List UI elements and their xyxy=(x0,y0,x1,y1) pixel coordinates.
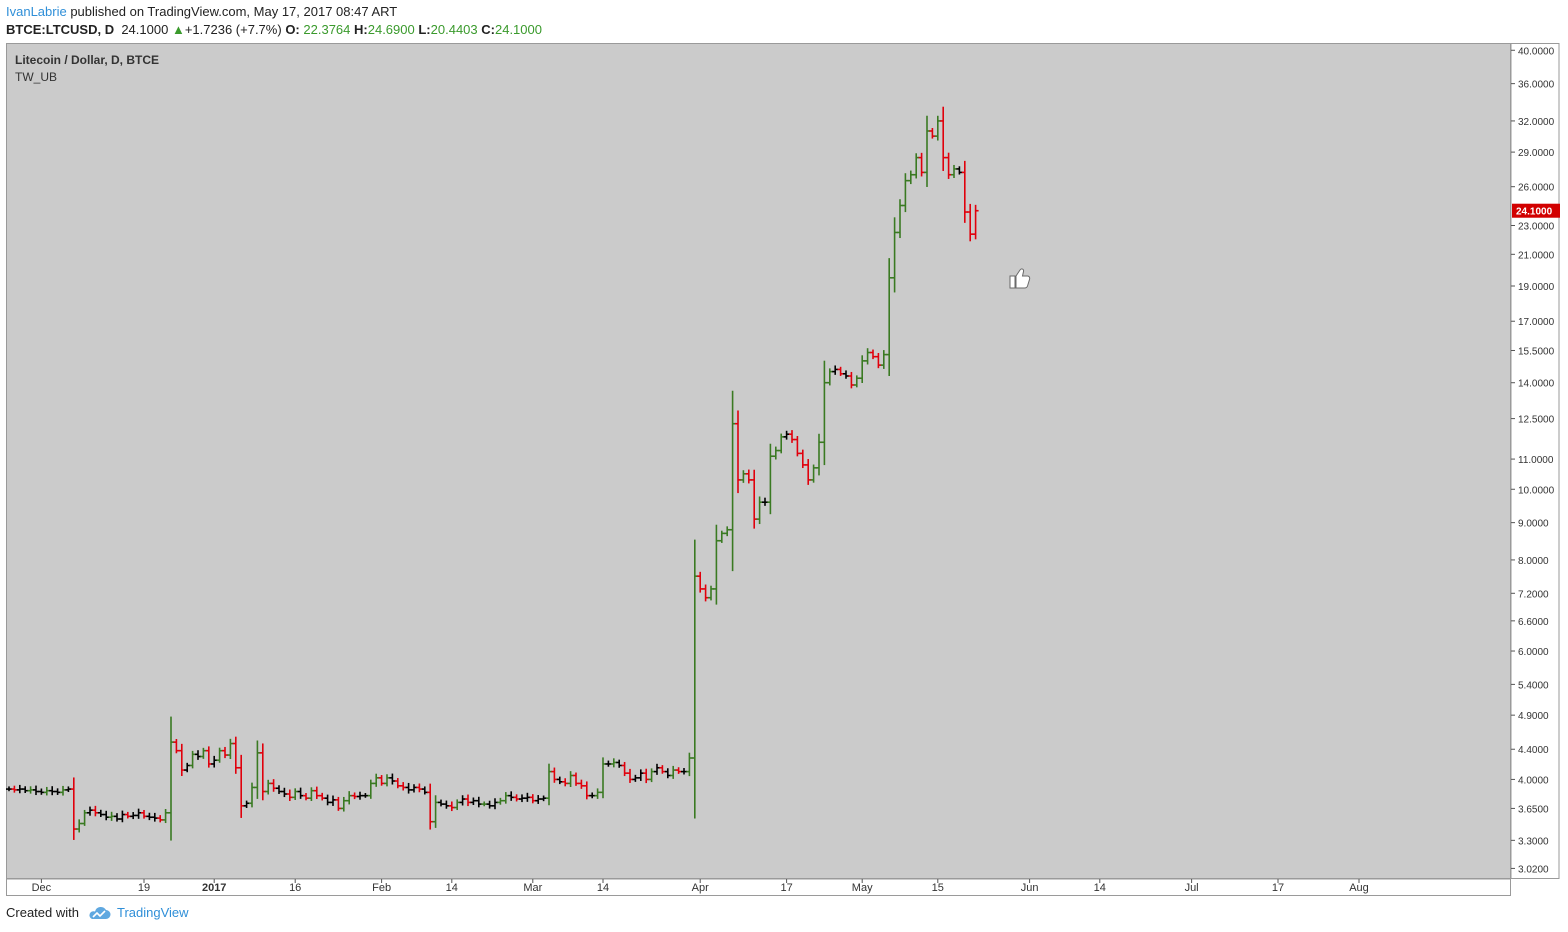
close-value: 24.1000 xyxy=(494,22,542,37)
tradingview-link[interactable]: TradingView xyxy=(116,905,189,920)
x-tick-label: Jun xyxy=(1021,882,1039,894)
indicator-label: TW_UB xyxy=(15,70,57,84)
x-tick-label: May xyxy=(852,882,873,894)
x-axis-ticks: Dec 19 2017 16 Feb 14 Mar 14 Apr 17 May 15 Jun 14 Jul 1… xyxy=(32,879,1369,894)
last-price-tag-label: 24.1000 xyxy=(1516,207,1553,218)
y-tick-label: 4.9000 xyxy=(1518,711,1549,722)
publish-text: published on TradingView.com, May 17, 20… xyxy=(66,4,398,19)
y-tick-label: 14.0000 xyxy=(1518,379,1555,390)
plot-area[interactable] xyxy=(6,43,1511,879)
chart-title: Litecoin / Dollar, D, BTCE xyxy=(15,53,159,67)
price-change: +1.7236 (+7.7%) xyxy=(184,22,282,37)
x-tick-label: Jul xyxy=(1185,882,1199,894)
y-tick-label: 3.0200 xyxy=(1518,864,1549,875)
time-axis[interactable] xyxy=(6,878,1511,896)
y-tick-label: 6.6000 xyxy=(1518,617,1549,628)
x-tick-label: 14 xyxy=(1094,882,1106,894)
y-tick-label: 17.0000 xyxy=(1518,317,1555,328)
x-tick-label: 19 xyxy=(138,882,150,894)
symbol-label: BTCE:LTCUSD, D xyxy=(6,22,115,37)
low-value: 20.4403 xyxy=(430,22,478,37)
y-tick-label: 11.0000 xyxy=(1518,455,1554,466)
y-tick-label: 19.0000 xyxy=(1518,282,1555,293)
price-axis[interactable] xyxy=(1510,43,1560,879)
price-chart[interactable]: Litecoin / Dollar, D, BTCE TW_UB 40.0000… xyxy=(6,43,1560,896)
chart-container[interactable]: Litecoin / Dollar, D, BTCE TW_UB 40.0000… xyxy=(6,43,1560,896)
y-axis-ticks: 40.0000 36.0000 32.0000 29.0000 26.0000 23.00… xyxy=(1511,46,1555,875)
y-tick-label: 32.0000 xyxy=(1518,117,1555,128)
author-link[interactable]: IvanLabrie xyxy=(6,4,67,19)
thumbs-up-marker xyxy=(1009,268,1031,289)
thumbs-up-icon xyxy=(1009,268,1031,289)
open-label: O: xyxy=(285,22,300,37)
ohlc-bar xyxy=(972,204,979,240)
y-tick-label: 15.5000 xyxy=(1518,346,1555,357)
ohlc-bars xyxy=(6,106,979,841)
y-tick-label: 9.0000 xyxy=(1518,519,1549,530)
y-tick-label: 6.0000 xyxy=(1518,647,1549,658)
close-label: C: xyxy=(481,22,495,37)
y-tick-label: 40.0000 xyxy=(1518,46,1555,57)
last-price-tag: 24.1000 xyxy=(1512,203,1560,218)
x-tick-label: 17 xyxy=(1272,882,1284,894)
publish-info: IvanLabrie published on TradingView.com,… xyxy=(6,4,397,19)
open-value: 22.3764 xyxy=(303,22,351,37)
high-label: H: xyxy=(354,22,368,37)
y-tick-label: 4.0000 xyxy=(1518,775,1549,786)
y-tick-label: 26.0000 xyxy=(1518,183,1555,194)
ohlc-legend: BTCE:LTCUSD, D 24.1000 ▲+1.7236 (+7.7%) … xyxy=(6,22,542,37)
low-label: L: xyxy=(418,22,431,37)
y-tick-label: 12.5000 xyxy=(1518,415,1555,426)
x-tick-label: 15 xyxy=(932,882,944,894)
x-tick-label: 14 xyxy=(446,882,458,894)
y-tick-label: 5.4000 xyxy=(1518,680,1549,691)
y-tick-label: 3.3000 xyxy=(1518,836,1549,847)
x-tick-label: 2017 xyxy=(202,882,226,894)
y-tick-label: 29.0000 xyxy=(1518,148,1555,159)
tradingview-cloud-icon xyxy=(89,906,111,919)
high-value: 24.6900 xyxy=(367,22,415,37)
y-tick-label: 7.2000 xyxy=(1518,589,1549,600)
y-tick-label: 21.0000 xyxy=(1518,250,1555,261)
x-tick-label: 14 xyxy=(597,882,609,894)
up-arrow-icon: ▲ xyxy=(171,22,185,37)
last-price-tag-box xyxy=(1512,203,1560,218)
footer: Created with TradingView xyxy=(6,905,189,920)
y-tick-label: 4.4000 xyxy=(1518,745,1549,756)
y-tick-label: 36.0000 xyxy=(1518,80,1555,91)
x-tick-label: Aug xyxy=(1349,882,1369,894)
y-tick-label: 10.0000 xyxy=(1518,485,1555,496)
created-with-text: Created with xyxy=(6,905,79,920)
x-tick-label: Mar xyxy=(523,882,542,894)
x-tick-label: 17 xyxy=(780,882,792,894)
x-tick-label: Dec xyxy=(32,882,52,894)
x-tick-label: 16 xyxy=(289,882,301,894)
y-tick-label: 3.6500 xyxy=(1518,804,1549,815)
x-tick-label: Feb xyxy=(372,882,391,894)
last-price: 24.1000 xyxy=(121,22,169,37)
y-tick-label: 23.0000 xyxy=(1518,222,1555,233)
y-tick-label: 8.0000 xyxy=(1518,556,1549,567)
x-tick-label: Apr xyxy=(692,882,709,894)
